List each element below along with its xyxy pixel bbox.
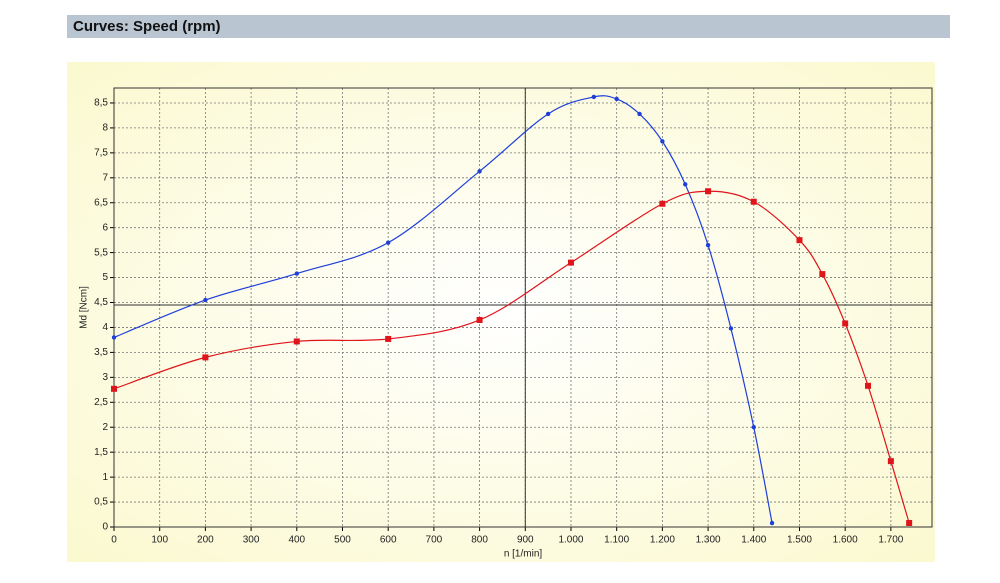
y-tick-label: 6 <box>102 222 108 233</box>
x-tick-label: 0 <box>111 535 117 546</box>
data-point <box>293 338 300 345</box>
data-point <box>750 198 757 205</box>
x-tick-label: 1.600 <box>833 535 858 546</box>
data-point <box>111 385 117 392</box>
data-point <box>659 200 666 207</box>
data-point <box>294 271 299 276</box>
y-tick-label: 5,5 <box>94 247 108 258</box>
data-point <box>545 111 551 117</box>
y-tick-label: 8,5 <box>94 98 108 109</box>
data-point <box>614 96 619 102</box>
data-point <box>591 94 597 100</box>
x-tick-label: 1.500 <box>787 535 812 546</box>
y-tick-label: 2 <box>102 422 108 433</box>
data-point <box>705 242 711 248</box>
x-tick-label: 1.300 <box>696 535 721 546</box>
x-tick-label: 300 <box>243 535 260 546</box>
data-point <box>385 335 392 342</box>
y-tick-label: 4,5 <box>94 297 108 308</box>
x-tick-label: 100 <box>151 535 168 546</box>
data-point <box>842 320 849 327</box>
y-tick-label: 3,5 <box>94 347 108 358</box>
data-point <box>476 316 483 323</box>
data-point <box>202 354 209 361</box>
y-tick-label: 4 <box>102 322 108 333</box>
header-title: Curves: Speed (rpm) <box>73 18 221 35</box>
data-point <box>567 259 574 266</box>
data-point <box>660 139 665 144</box>
y-tick-label: 5 <box>102 272 108 283</box>
chart-background <box>67 62 935 562</box>
x-tick-label: 1.700 <box>878 535 903 546</box>
data-point <box>906 520 913 527</box>
x-tick-label: 1.200 <box>650 535 675 546</box>
y-tick-label: 1 <box>102 472 108 483</box>
y-tick-label: 0 <box>102 522 108 533</box>
y-tick-label: 6,5 <box>94 197 108 208</box>
data-point <box>683 182 688 187</box>
y-tick-label: 0,5 <box>94 497 108 508</box>
data-point <box>385 240 391 245</box>
x-tick-label: 700 <box>426 535 443 546</box>
y-tick-label: 2,5 <box>94 397 108 408</box>
x-tick-label: 1.400 <box>741 535 766 546</box>
data-point <box>796 237 803 244</box>
x-axis-label: n [1/min] <box>504 549 543 560</box>
data-point <box>637 111 642 117</box>
x-tick-label: 800 <box>471 535 488 546</box>
data-point <box>887 458 894 465</box>
data-point <box>203 297 208 303</box>
x-tick-label: 900 <box>517 535 534 546</box>
data-point <box>751 425 756 430</box>
x-tick-label: 500 <box>334 535 351 546</box>
x-tick-label: 400 <box>288 535 305 546</box>
data-point <box>769 520 775 526</box>
y-tick-label: 3 <box>102 372 108 383</box>
data-point <box>705 188 712 195</box>
y-tick-label: 1,5 <box>94 447 108 458</box>
x-tick-label: 200 <box>197 535 214 546</box>
y-axis-label: Md [Ncm] <box>79 286 90 329</box>
y-tick-label: 7 <box>102 172 108 183</box>
y-tick-label: 7,5 <box>94 147 108 158</box>
data-point <box>728 326 734 331</box>
data-point <box>819 271 826 278</box>
x-tick-label: 1.100 <box>604 535 629 546</box>
x-tick-label: 1.000 <box>558 535 583 546</box>
x-tick-label: 600 <box>380 535 397 546</box>
plot-frame <box>113 87 933 528</box>
header-bar: Curves: Speed (rpm) <box>67 15 950 38</box>
data-point <box>477 169 482 174</box>
y-tick-label: 8 <box>102 123 108 134</box>
data-point <box>111 335 117 340</box>
data-point <box>865 382 872 389</box>
series-line <box>113 190 910 524</box>
